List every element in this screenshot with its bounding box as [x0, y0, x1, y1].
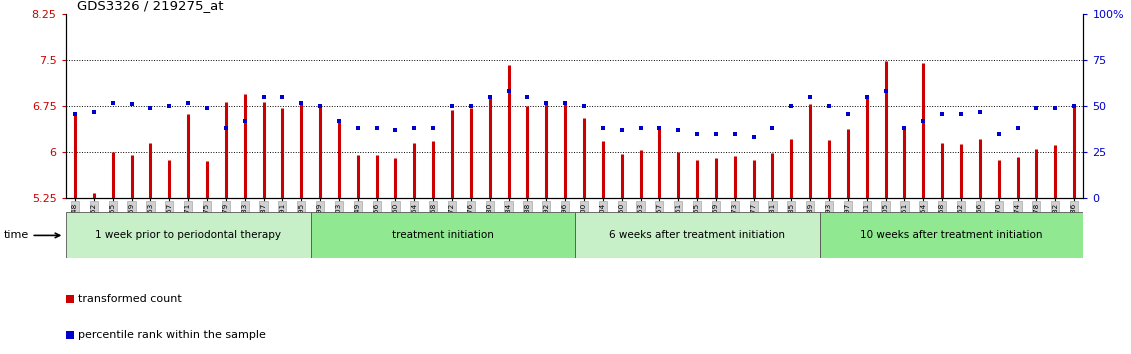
- Text: 1 week prior to periodontal therapy: 1 week prior to periodontal therapy: [95, 230, 282, 240]
- FancyBboxPatch shape: [820, 212, 1083, 258]
- Text: treatment initiation: treatment initiation: [391, 230, 493, 240]
- Text: 6 weeks after treatment initiation: 6 weeks after treatment initiation: [610, 230, 785, 240]
- Text: time: time: [3, 230, 60, 240]
- Text: transformed count: transformed count: [78, 295, 182, 304]
- FancyBboxPatch shape: [575, 212, 820, 258]
- FancyBboxPatch shape: [311, 212, 575, 258]
- Text: GDS3326 / 219275_at: GDS3326 / 219275_at: [77, 0, 224, 12]
- Text: 10 weeks after treatment initiation: 10 weeks after treatment initiation: [861, 230, 1043, 240]
- Text: percentile rank within the sample: percentile rank within the sample: [78, 330, 266, 340]
- FancyBboxPatch shape: [66, 212, 311, 258]
